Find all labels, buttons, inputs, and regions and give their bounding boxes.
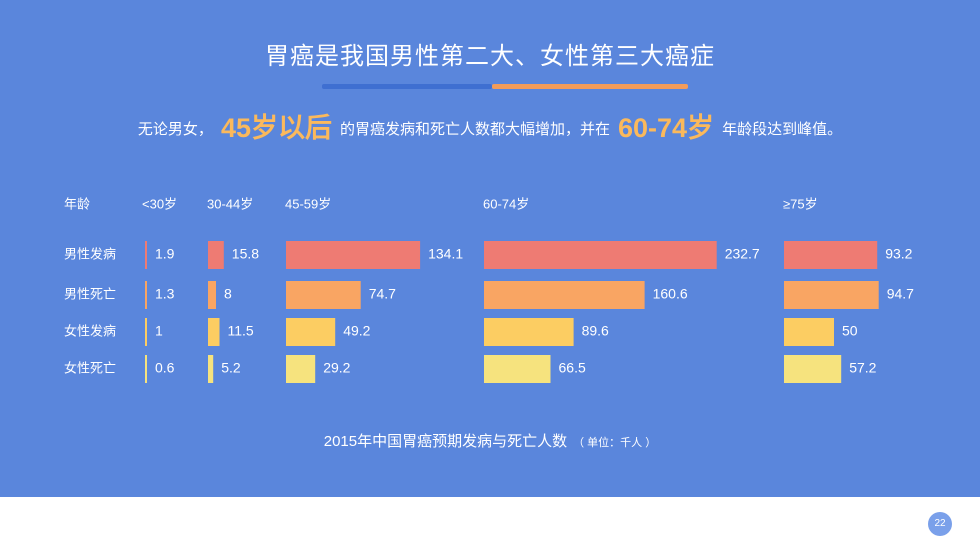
chart-caption: 2015年中国胃癌预期发病与死亡人数 （ 单位：千人 ）: [0, 430, 980, 451]
value-label-male-death-ge75: 94.7: [887, 286, 914, 302]
row-label-male-death: 男性死亡: [64, 286, 116, 301]
subtitle-highlight-age-45: 45岁以后: [220, 113, 332, 143]
value-label-female-incidence-a60_74: 89.6: [582, 323, 609, 339]
subtitle: 无论男女， 45岁以后 的胃癌发病和死亡人数都大幅增加，并在 60-74岁 年龄段达到峰…: [0, 106, 980, 145]
row-label-male-incidence: 男性发病: [64, 246, 116, 261]
value-label-female-incidence-a45_59: 49.2: [343, 323, 370, 339]
value-label-male-incidence-a45_59: 134.1: [428, 246, 463, 262]
value-label-female-incidence-ge75: 50: [842, 323, 858, 339]
bar-male-incidence-lt30: [145, 241, 147, 269]
bar-female-incidence-lt30: [145, 318, 147, 346]
bar-male-death-a45_59: [286, 281, 361, 309]
title-underline-blue: [322, 84, 492, 89]
value-label-male-death-lt30: 1.3: [155, 286, 175, 302]
value-label-male-death-a60_74: 160.6: [653, 286, 688, 302]
bar-female-death-lt30: [145, 355, 147, 383]
age-header-a60_74: 60-74岁: [483, 196, 529, 211]
bar-female-death-a45_59: [286, 355, 316, 383]
value-label-female-death-a45_59: 29.2: [323, 360, 350, 376]
bar-female-death-ge75: [784, 355, 842, 383]
page-number-badge: 22: [928, 512, 952, 536]
bar-male-death-a60_74: [484, 281, 645, 309]
row-label-female-death: 女性死亡: [64, 360, 116, 375]
age-header-lt30: <30岁: [142, 196, 177, 211]
bar-female-incidence-a45_59: [286, 318, 336, 346]
value-label-female-death-ge75: 57.2: [849, 360, 876, 376]
bar-female-incidence-ge75: [784, 318, 834, 346]
value-label-female-death-a30_44: 5.2: [221, 360, 241, 376]
value-label-female-death-lt30: 0.6: [155, 360, 175, 376]
subtitle-highlight-age-60-74: 60-74岁: [618, 113, 715, 143]
value-label-female-incidence-a30_44: 11.5: [228, 323, 254, 339]
subtitle-text-1: 无论男女，: [137, 121, 213, 138]
age-header-ge75: ≥75岁: [783, 196, 818, 211]
bar-female-death-a30_44: [208, 355, 214, 383]
value-label-male-death-a30_44: 8: [224, 286, 232, 302]
age-header-a45_59: 45-59岁: [285, 196, 331, 211]
value-label-male-incidence-ge75: 93.2: [885, 246, 912, 262]
row-label-female-incidence: 女性发病: [64, 323, 116, 338]
value-label-female-death-a60_74: 66.5: [559, 360, 586, 376]
slide-background: 胃癌是我国男性第二大、女性第三大癌症 无论男女， 45岁以后 的胃癌发病和死亡人数都…: [0, 0, 980, 497]
bar-male-incidence-ge75: [784, 241, 878, 269]
bar-female-incidence-a60_74: [484, 318, 574, 346]
chart-caption-unit: （ 单位：千人 ）: [573, 437, 657, 449]
value-label-male-incidence-lt30: 1.9: [155, 246, 175, 262]
page-title: 胃癌是我国男性第二大、女性第三大癌症: [265, 43, 715, 70]
title-underline-orange: [492, 84, 688, 89]
value-label-male-death-a45_59: 74.7: [369, 286, 396, 302]
bar-female-incidence-a30_44: [208, 318, 220, 346]
bar-female-death-a60_74: [484, 355, 551, 383]
bar-male-incidence-a60_74: [484, 241, 717, 269]
subtitle-text-3: 年龄段达到峰值。: [722, 121, 843, 138]
value-label-female-incidence-lt30: 1: [155, 323, 163, 339]
bar-male-death-a30_44: [208, 281, 216, 309]
value-label-male-incidence-a30_44: 15.8: [232, 246, 259, 262]
chart-caption-title: 2015年中国胃癌预期发病与死亡人数: [323, 433, 568, 450]
row-header-label: 年龄: [64, 196, 90, 211]
bar-male-incidence-a45_59: [286, 241, 421, 269]
bar-male-incidence-a30_44: [208, 241, 224, 269]
bar-male-death-lt30: [145, 281, 147, 309]
subtitle-text-2: 的胃癌发病和死亡人数都大幅增加，并在: [339, 121, 610, 138]
value-label-male-incidence-a60_74: 232.7: [725, 246, 760, 262]
bar-male-death-ge75: [784, 281, 879, 309]
age-header-a30_44: 30-44岁: [207, 196, 253, 211]
